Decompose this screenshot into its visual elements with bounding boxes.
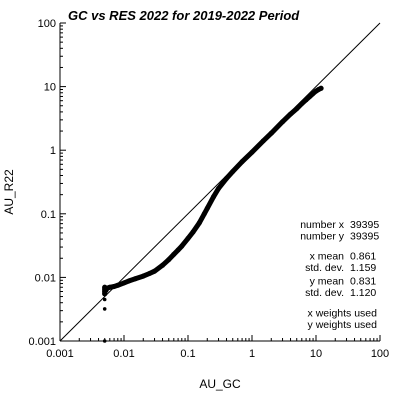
stat-label: number x (300, 219, 345, 231)
data-point (166, 257, 172, 263)
stat-value: 39395 (350, 219, 379, 231)
data-point (288, 111, 293, 117)
y-tick-label: 1 (50, 145, 56, 157)
data-point (239, 159, 245, 165)
data-point (185, 235, 191, 241)
data-series-line (102, 85, 324, 297)
weights-note: x weights used (308, 308, 378, 320)
data-point (230, 169, 236, 175)
x-tick-label: 1 (249, 348, 255, 360)
data-point (115, 282, 121, 288)
data-point (318, 85, 324, 91)
stat-value: 1.120 (350, 287, 376, 299)
y-tick-label: 10 (44, 82, 56, 94)
data-point (102, 297, 107, 302)
data-point (216, 186, 221, 191)
data-point (107, 284, 113, 290)
data-point (160, 262, 165, 268)
stat-label: y mean (310, 276, 345, 288)
x-tick-label: 0.001 (46, 348, 74, 360)
data-point (126, 278, 132, 284)
data-point (140, 273, 146, 279)
x-tick-label: 0.01 (113, 348, 134, 360)
data-point (260, 138, 266, 144)
data-point (196, 220, 202, 226)
x-axis-label: AU_GC (199, 377, 241, 391)
x-tick-label: 100 (371, 348, 389, 360)
data-point (299, 101, 305, 107)
data-point (280, 119, 285, 125)
data-point (132, 276, 138, 282)
data-point (211, 194, 216, 200)
data-point (171, 251, 177, 257)
data-point (224, 175, 229, 181)
stat-value: 0.861 (350, 251, 376, 263)
data-point (201, 211, 207, 217)
data-point (190, 229, 196, 235)
x-tick-label: 10 (310, 348, 322, 360)
y-axis-label: AU_R22 (2, 169, 16, 215)
stat-label: number y (300, 231, 345, 243)
data-point (179, 243, 185, 249)
data-point (249, 149, 255, 155)
data-point (303, 97, 309, 103)
stat-value: 0.831 (350, 276, 376, 288)
y-tick-label: 0.1 (41, 209, 56, 221)
stat-value: 1.159 (350, 262, 376, 274)
data-point (204, 205, 210, 211)
data-point (147, 271, 152, 276)
y-tick-label: 0.001 (28, 336, 56, 348)
stat-label: x mean (310, 251, 345, 263)
plot-area: 0.001 0.01 0.1 1 10 100 0.001 0.01 0.1 1 10 100 numb… (28, 18, 389, 360)
data-point (102, 307, 107, 311)
data-point (152, 268, 157, 274)
stat-label: std. dev. (305, 287, 344, 299)
data-point (121, 280, 127, 286)
weights-note: y weights used (308, 319, 378, 331)
stat-label: std. dev. (305, 262, 344, 274)
data-point (102, 339, 107, 343)
y-tick-label: 100 (38, 18, 56, 30)
stat-value: 39395 (350, 231, 379, 243)
data-point (294, 106, 300, 112)
data-point (175, 247, 181, 253)
chart-title: GC vs RES 2022 for 2019-2022 Period (68, 8, 300, 23)
data-point (268, 130, 274, 136)
data-point (307, 94, 313, 99)
x-tick-label: 0.1 (180, 348, 195, 360)
y-tick-label: 0.01 (35, 272, 56, 284)
